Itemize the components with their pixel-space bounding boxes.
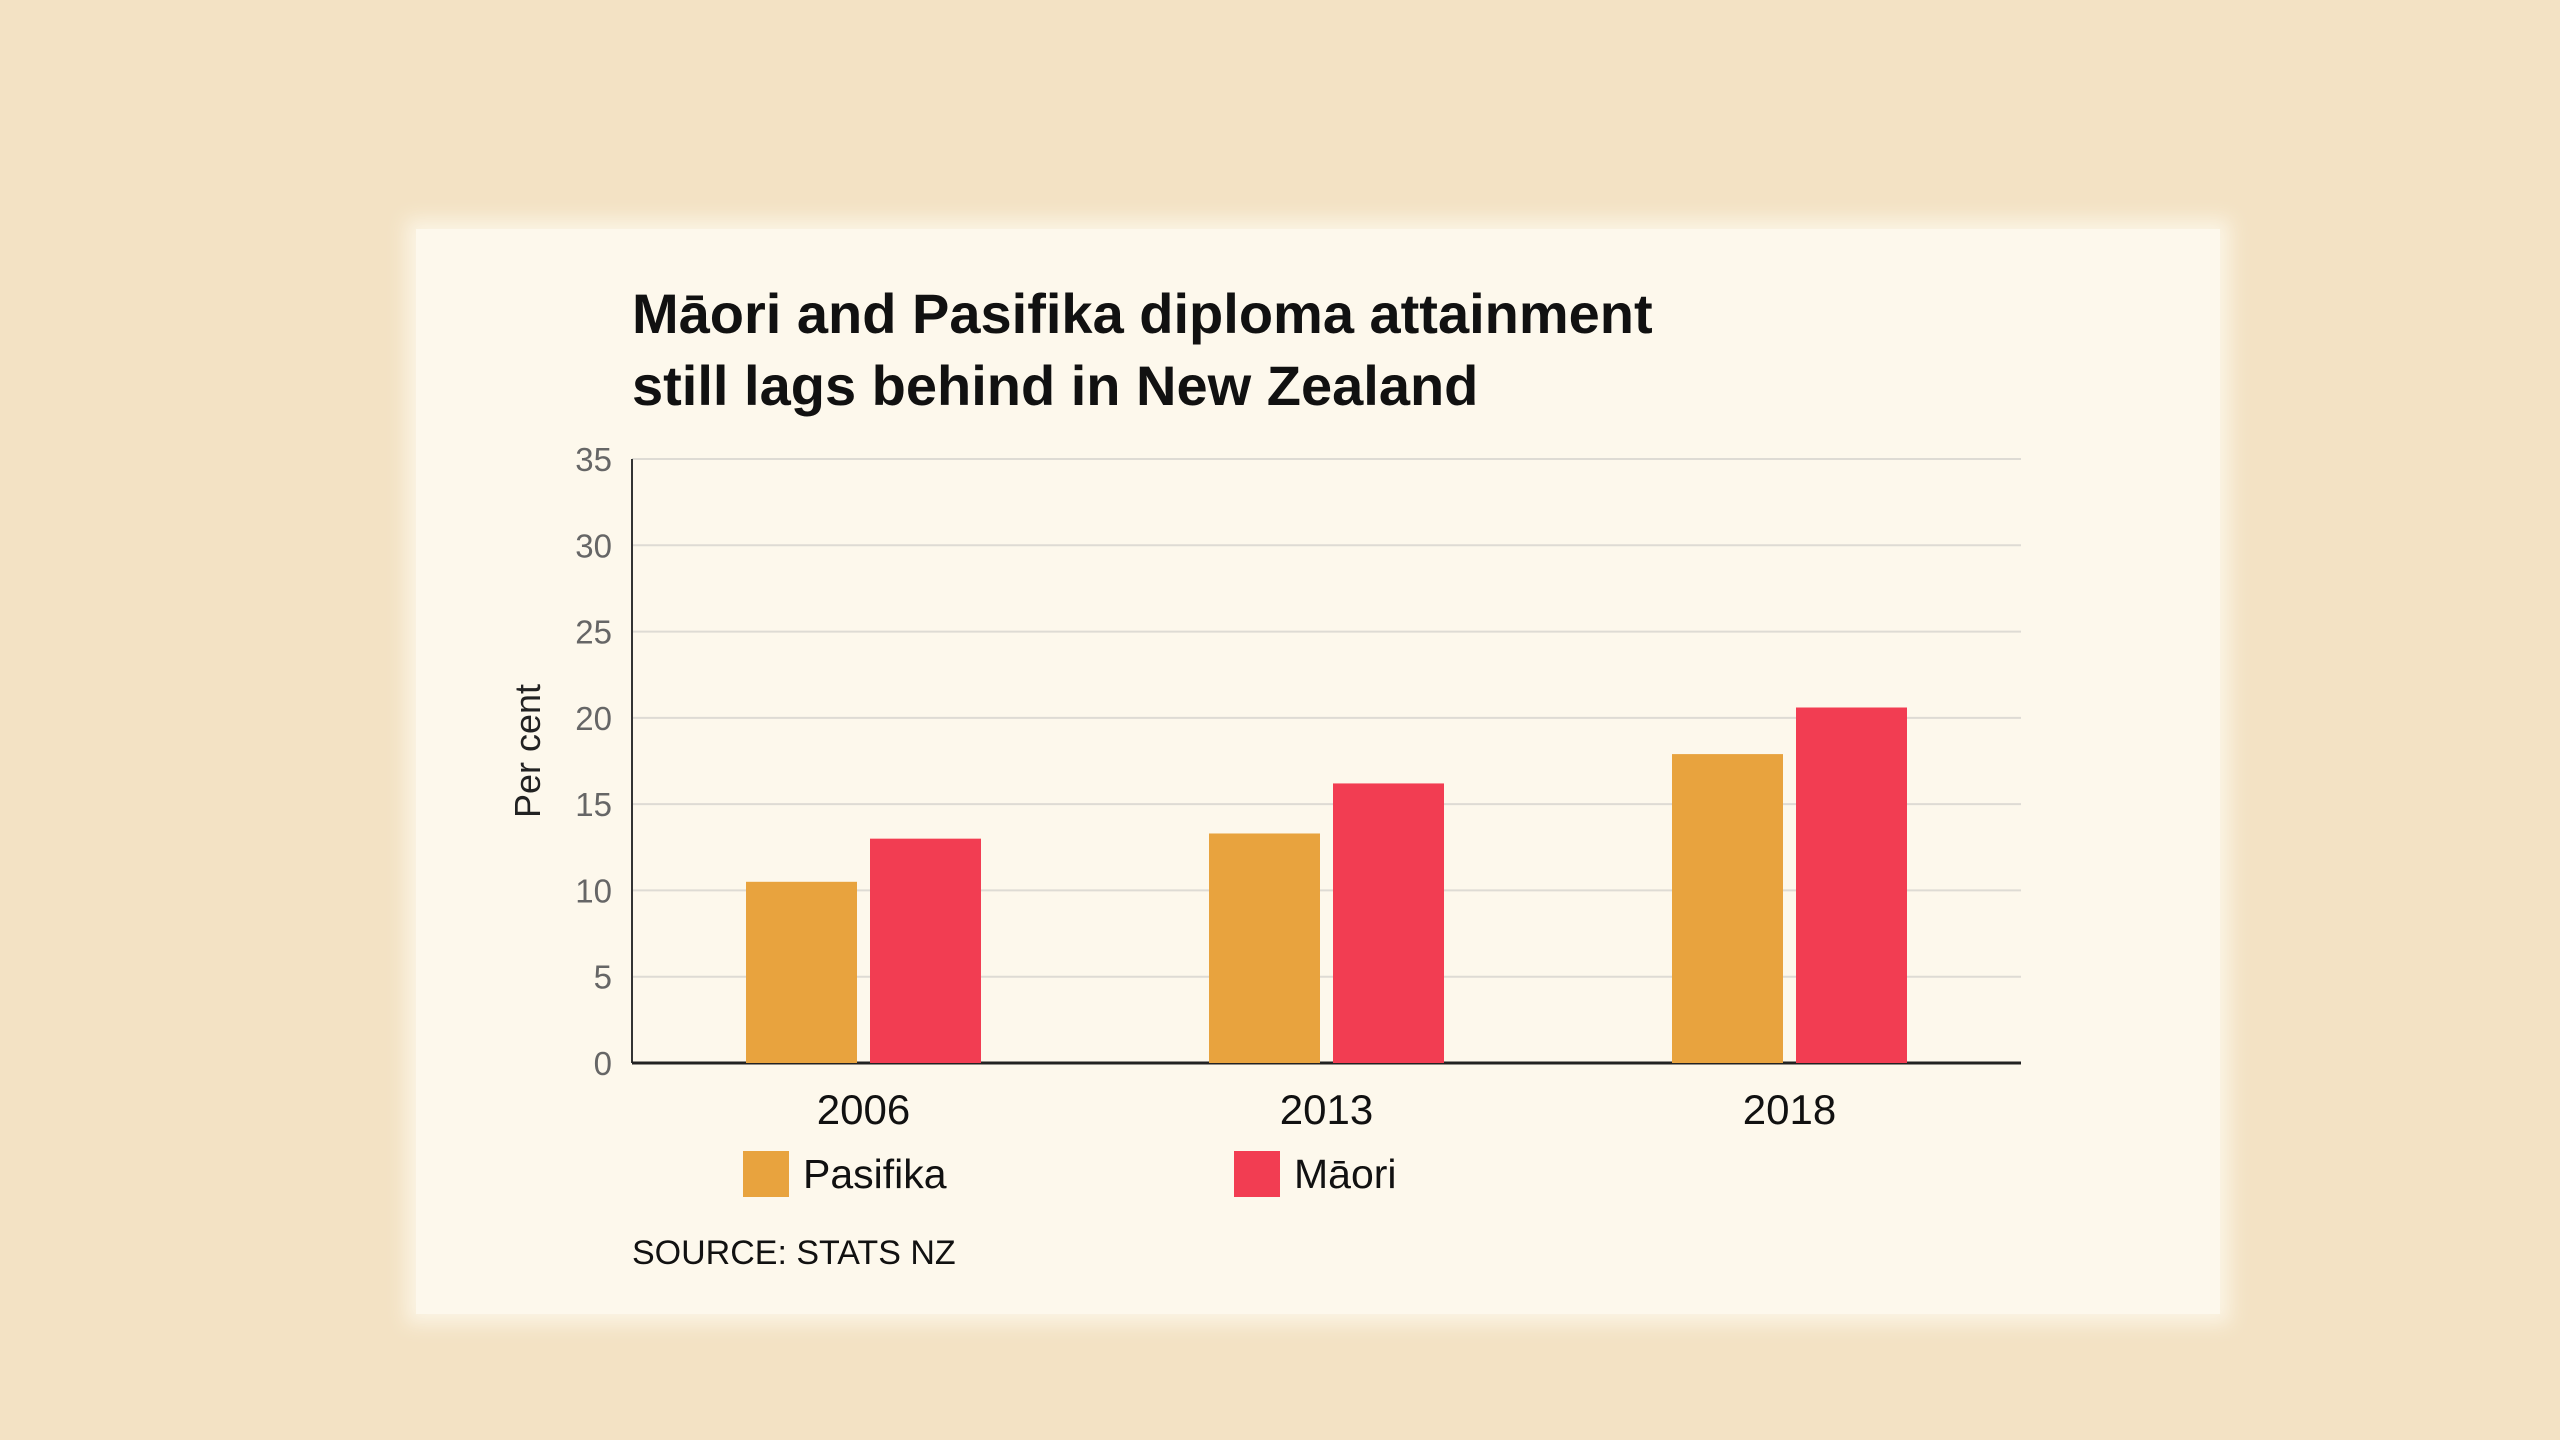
- legend-label-pasifika: Pasifika: [803, 1150, 947, 1197]
- bar-mori-2018: [1796, 707, 1907, 1063]
- legend-swatch-maori: [1234, 1151, 1280, 1197]
- legend-label-maori: Māori: [1294, 1150, 1397, 1197]
- x-tick-label: 2013: [1280, 1086, 1373, 1133]
- y-tick-label: 5: [594, 959, 612, 996]
- x-tick-label: 2006: [817, 1086, 910, 1133]
- bar-pasifika-2013: [1209, 833, 1320, 1063]
- bar-mori-2006: [870, 838, 981, 1063]
- y-tick-label: 30: [575, 527, 612, 564]
- bar-pasifika-2018: [1672, 754, 1783, 1063]
- legend-item-pasifika: Pasifika: [743, 1151, 947, 1197]
- chart-title: Māori and Pasifika diploma attainment st…: [632, 278, 1653, 422]
- title-line-2: still lags behind in New Zealand: [632, 354, 1479, 417]
- y-tick-label: 25: [575, 614, 612, 651]
- y-tick-label: 15: [575, 786, 612, 823]
- y-tick-label: 35: [575, 441, 612, 478]
- bar-mori-2013: [1333, 783, 1444, 1063]
- legend-item-maori: Māori: [1234, 1151, 1397, 1197]
- legend-swatch-pasifika: [743, 1151, 789, 1197]
- y-tick-label: 0: [594, 1045, 612, 1082]
- x-tick-label: 2018: [1743, 1086, 1836, 1133]
- source-note: SOURCE: STATS NZ: [632, 1234, 956, 1272]
- bar-pasifika-2006: [746, 881, 857, 1063]
- y-tick-label: 10: [575, 872, 612, 909]
- y-axis-label: Per cent: [507, 684, 548, 818]
- chart-card: [416, 229, 2220, 1314]
- title-line-1: Māori and Pasifika diploma attainment: [632, 282, 1653, 345]
- y-tick-label: 20: [575, 700, 612, 737]
